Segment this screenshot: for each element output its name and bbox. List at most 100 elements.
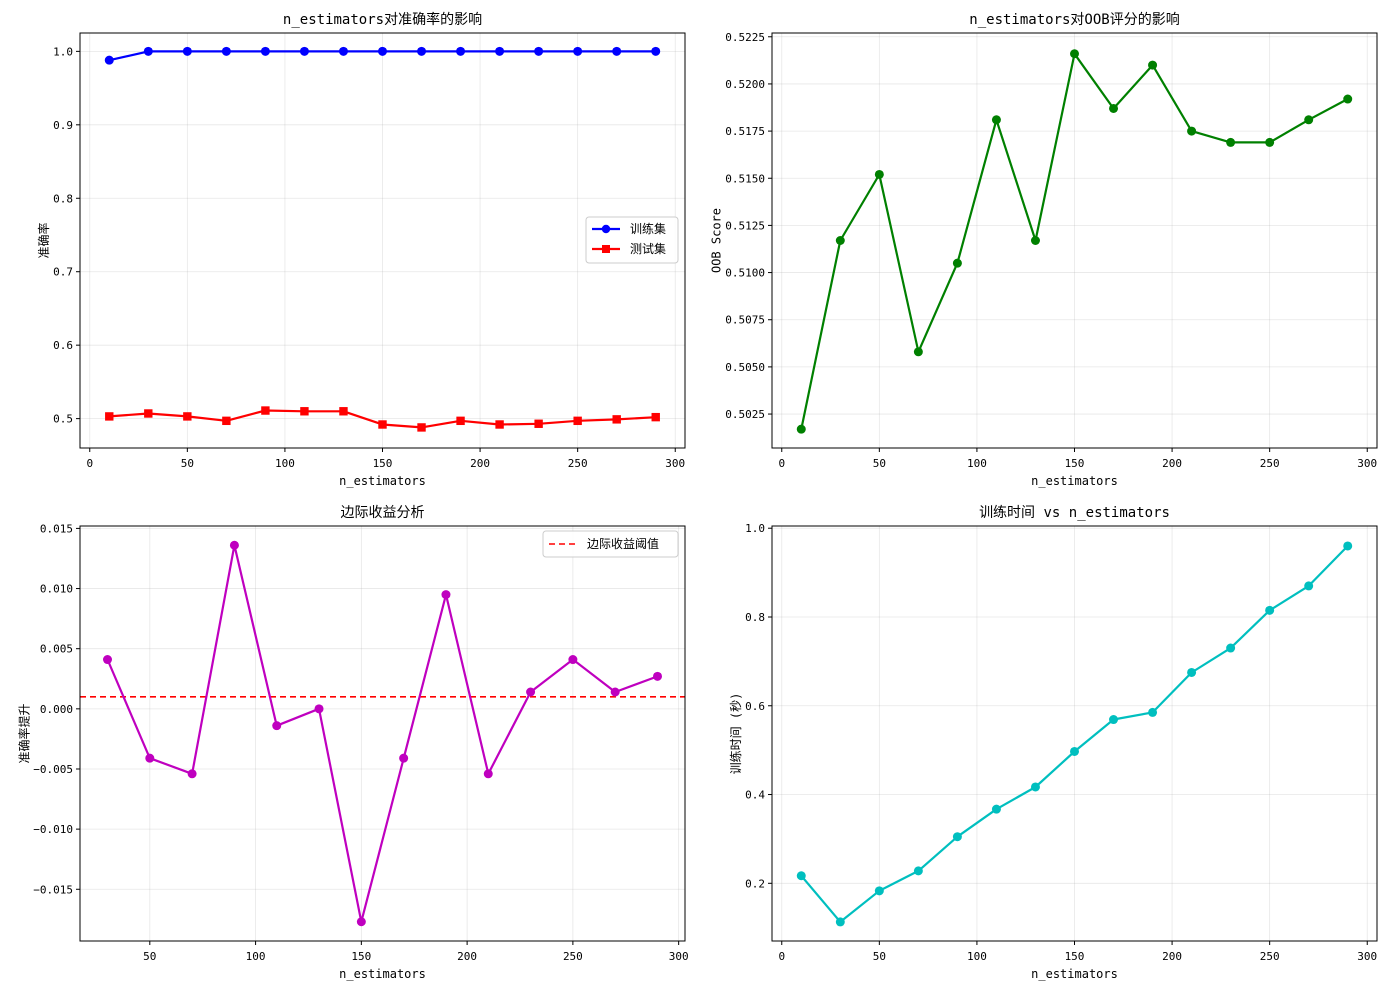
data-point <box>573 46 583 56</box>
x-tick-label: 100 <box>967 950 987 963</box>
y-tick-label: 0.4 <box>745 789 765 802</box>
y-tick-label: 0.6 <box>53 339 73 352</box>
x-tick-label: 150 <box>351 950 371 963</box>
data-point <box>1030 236 1040 245</box>
chart-panel-2: 0 50 100 150 200 250 300 0.5025 0.5050 0.5075 0.51… <box>709 12 1378 488</box>
series-line-1 <box>106 544 658 923</box>
y-tick-label: 0.5075 <box>725 314 765 327</box>
data-point <box>1187 667 1197 677</box>
y-tick-label: 0.5050 <box>725 361 765 374</box>
data-point <box>378 420 387 429</box>
data-point <box>651 412 660 422</box>
y-tick-label: 0.6 <box>745 700 765 713</box>
data-point <box>300 407 309 416</box>
x-tick-label: 200 <box>1162 457 1182 470</box>
data-point <box>1265 605 1275 615</box>
data-point <box>261 406 270 415</box>
data-point <box>796 424 806 434</box>
y-tick-label: −0.015 <box>33 883 73 896</box>
data-point <box>222 416 231 426</box>
data-point <box>913 866 923 876</box>
data-point <box>456 46 466 56</box>
data-point <box>143 46 153 56</box>
x-tick-label: 0 <box>778 950 785 963</box>
x-axis-label: n_estimators <box>1031 474 1118 488</box>
data-point <box>1226 643 1236 653</box>
y-axis-label: 准确率提升 <box>16 703 31 763</box>
data-point <box>483 769 493 779</box>
y-tick-label: 0.5100 <box>725 267 765 280</box>
x-tick-label: 300 <box>665 457 685 470</box>
data-point <box>796 871 806 881</box>
data-point <box>314 704 324 714</box>
y-tick-label: 0.7 <box>53 266 73 279</box>
x-tick-label: 250 <box>568 457 588 470</box>
data-point <box>1109 715 1119 725</box>
y-tick-label: 0.5175 <box>725 125 765 138</box>
data-point <box>952 258 962 268</box>
x-tick-label: 250 <box>1260 457 1280 470</box>
data-point <box>1187 126 1197 136</box>
y-tick-label: −0.005 <box>33 763 73 776</box>
data-point <box>1265 137 1275 147</box>
y-tick-label: 0.015 <box>40 522 73 535</box>
x-tick-label: 200 <box>1162 950 1182 963</box>
data-point <box>1148 707 1158 717</box>
x-axis-label: n_estimators <box>1031 967 1118 981</box>
data-point <box>568 655 578 665</box>
data-point <box>653 671 662 681</box>
data-point <box>534 46 544 56</box>
data-point <box>441 590 451 600</box>
x-tick-label: 100 <box>246 950 266 963</box>
data-point <box>612 415 621 424</box>
data-point <box>105 412 114 421</box>
chart-title: n_estimators对OOB评分的影响 <box>969 12 1179 28</box>
x-tick-label: 200 <box>470 457 490 470</box>
data-point <box>913 347 923 357</box>
data-point <box>874 169 884 179</box>
y-axis-label: 准确率 <box>36 222 51 258</box>
data-point <box>417 423 426 432</box>
data-point <box>183 412 192 421</box>
data-point <box>187 769 197 779</box>
y-tick-label: 0.9 <box>53 119 73 132</box>
data-point <box>874 886 884 896</box>
legend-box <box>542 530 679 558</box>
y-tick-label: 0.000 <box>40 703 73 716</box>
axes-frame <box>79 525 686 942</box>
data-point <box>835 917 845 927</box>
legend-entry-1: 训练集 <box>630 221 666 236</box>
data-point <box>1304 581 1314 591</box>
y-tick-label: 0.005 <box>40 643 73 656</box>
data-point <box>272 721 282 731</box>
data-point <box>338 46 348 56</box>
data-point <box>1226 137 1236 147</box>
y-tick-label: 0.5025 <box>725 408 765 421</box>
x-tick-label: 150 <box>373 457 393 470</box>
y-tick-label: 0.5150 <box>725 172 765 185</box>
x-tick-label: 150 <box>1065 457 1085 470</box>
data-point <box>399 753 409 763</box>
data-point <box>378 46 387 56</box>
chart-title: n_estimators对准确率的影响 <box>283 11 482 28</box>
chart-panel-3: 50 100 150 200 250 300 −0.015 −0.010 −0.005 0.000… <box>16 505 688 981</box>
data-point <box>339 407 348 416</box>
data-point <box>495 46 505 56</box>
data-point <box>1030 782 1040 792</box>
data-point <box>456 416 465 426</box>
x-tick-label: 100 <box>967 457 987 470</box>
data-point <box>1304 115 1314 125</box>
data-point <box>145 753 155 763</box>
x-axis-label: n_estimators <box>339 474 426 488</box>
legend-entry-2: 测试集 <box>630 241 666 256</box>
x-tick-label: 0 <box>778 457 785 470</box>
data-point <box>260 46 270 56</box>
data-point <box>835 236 845 245</box>
y-tick-label: 1.0 <box>745 522 765 535</box>
y-tick-label: −0.010 <box>33 823 73 836</box>
data-point <box>1070 49 1079 59</box>
x-tick-label: 100 <box>275 457 295 470</box>
data-point <box>1148 60 1158 70</box>
x-tick-label: 300 <box>1357 950 1377 963</box>
x-tick-label: 250 <box>1260 950 1280 963</box>
